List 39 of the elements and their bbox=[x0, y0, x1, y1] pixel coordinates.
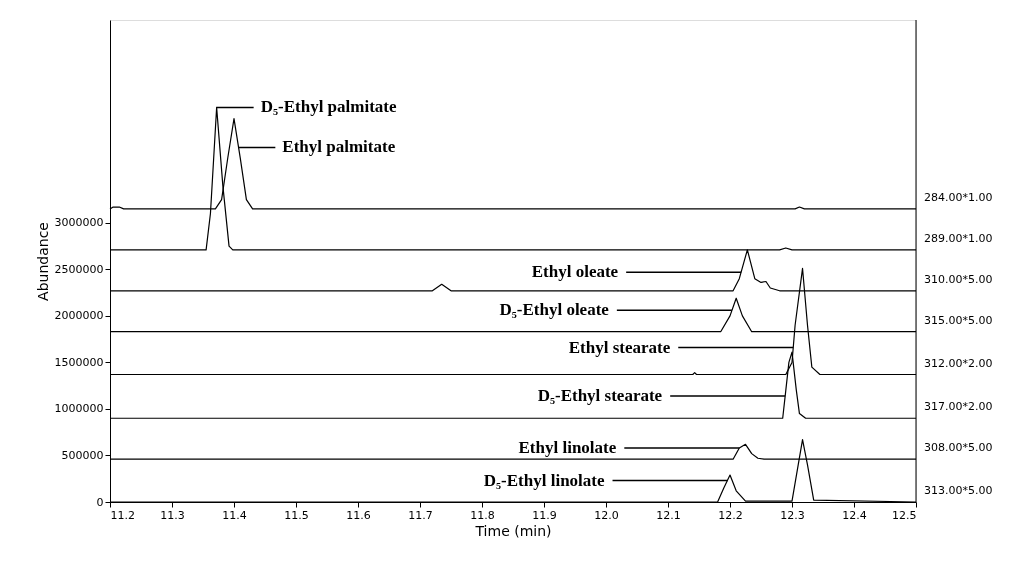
x-tick-label: 12.5 bbox=[892, 508, 917, 522]
y-tick-label: 3000000 bbox=[54, 216, 104, 230]
y-tick-label: 500000 bbox=[61, 448, 104, 462]
annotation: Ethyl linolate bbox=[518, 438, 617, 458]
x-tick-label: 11.3 bbox=[160, 508, 185, 522]
series-label: 315.00*5.00 bbox=[924, 313, 993, 327]
series-label: 289.00*1.00 bbox=[924, 231, 993, 245]
annotation: D₅-Ethyl linolate bbox=[483, 470, 605, 490]
x-tick-label: 12.0 bbox=[594, 508, 619, 522]
annotation: D₅-Ethyl oleate bbox=[499, 300, 610, 320]
x-tick-label: 11.8 bbox=[470, 508, 495, 522]
y-tick-label: 1000000 bbox=[54, 402, 104, 416]
x-tick-label: 11.7 bbox=[408, 508, 433, 522]
y-tick-label: 1500000 bbox=[54, 355, 104, 369]
annotation: D₅-Ethyl stearate bbox=[537, 385, 663, 405]
series-label: 317.00*2.00 bbox=[924, 400, 993, 414]
x-tick-label: 11.9 bbox=[532, 508, 557, 522]
annotation: Ethyl oleate bbox=[531, 262, 619, 282]
x-tick-label: 11.5 bbox=[284, 508, 309, 522]
x-tick-label: 11.6 bbox=[346, 508, 371, 522]
x-tick-label: 11.2 bbox=[110, 508, 135, 522]
series-label: 313.00*5.00 bbox=[924, 484, 993, 497]
series-label: 312.00*2.00 bbox=[924, 356, 993, 370]
x-tick-label: 12.1 bbox=[656, 508, 681, 522]
x-tick-label: 11.4 bbox=[222, 508, 247, 522]
y-axis-title: Abundance bbox=[34, 222, 51, 301]
annotation: D₅-Ethyl palmitate bbox=[260, 97, 397, 117]
series-label: 308.00*5.00 bbox=[924, 441, 993, 455]
x-tick-label: 12.2 bbox=[718, 508, 743, 522]
y-tick-label: 2500000 bbox=[54, 262, 104, 276]
x-tick-label: 12.4 bbox=[842, 508, 867, 522]
x-tick-label: 12.3 bbox=[780, 508, 805, 522]
y-tick-label: 2000000 bbox=[54, 309, 104, 323]
y-tick-label: 0 bbox=[96, 495, 104, 509]
annotation: Ethyl stearate bbox=[568, 337, 671, 357]
series-label: 310.00*5.00 bbox=[924, 272, 993, 286]
x-axis-title: Time (min) bbox=[474, 522, 552, 539]
annotation: Ethyl palmitate bbox=[282, 137, 396, 157]
series-label: 284.00*1.00 bbox=[924, 190, 993, 204]
